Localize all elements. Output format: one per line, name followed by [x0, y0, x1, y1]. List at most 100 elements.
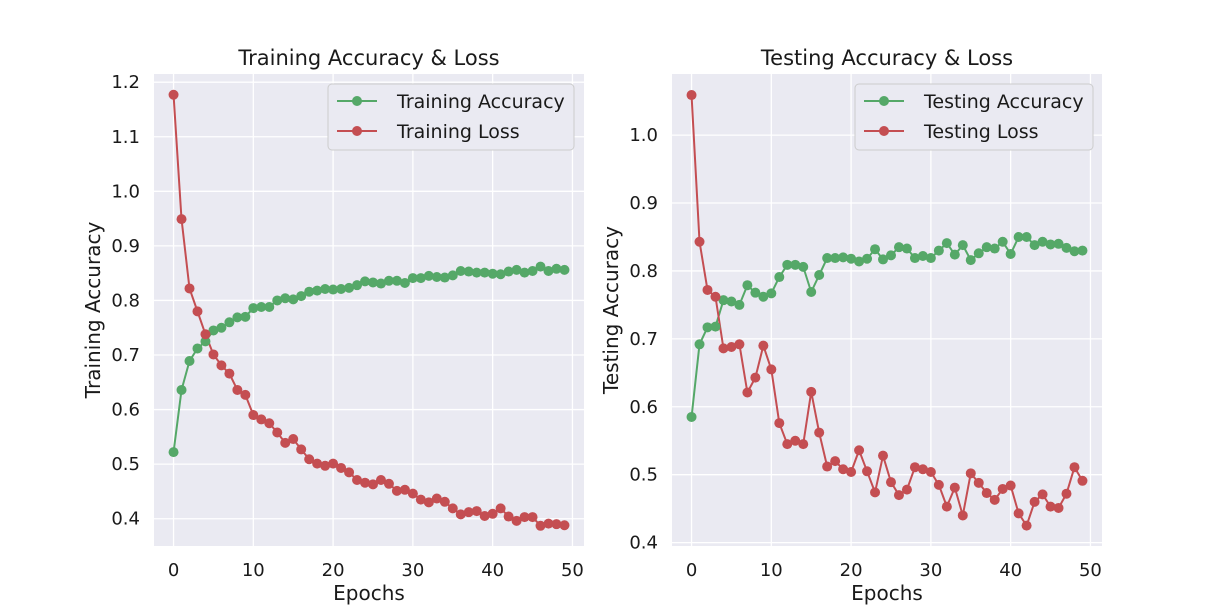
- data-point-testing-accuracy: [726, 296, 737, 307]
- data-point-testing-accuracy: [742, 280, 753, 291]
- x-tick-label: 10: [760, 560, 783, 581]
- y-tick-label: 0.9: [111, 236, 140, 257]
- data-point-training-accuracy: [487, 268, 498, 279]
- data-point-training-accuracy: [535, 261, 546, 272]
- data-point-testing-accuracy: [1061, 242, 1072, 253]
- data-point-testing-loss: [909, 462, 920, 473]
- legend-testing: Testing Accuracy Testing Loss: [854, 83, 1094, 151]
- subplot-training: 0 10 20 30 40 50 0.40.50.60.70.80.91.01.11.2 …: [81, 46, 584, 605]
- y-tick-label: 0.8: [111, 290, 140, 311]
- legend-marker-testing-loss: [879, 126, 889, 136]
- y-tick-label: 0.6: [111, 400, 140, 421]
- y-tick-label: 1.2: [111, 72, 140, 93]
- data-point-testing-accuracy: [854, 256, 865, 267]
- data-point-training-accuracy: [431, 271, 442, 282]
- legend-marker-testing-accuracy: [879, 96, 889, 106]
- series-points-testing: [686, 90, 1088, 531]
- data-point-training-accuracy: [439, 272, 450, 283]
- data-point-training-accuracy: [495, 269, 506, 280]
- data-point-testing-accuracy: [718, 295, 729, 306]
- data-point-testing-accuracy: [814, 270, 825, 281]
- x-tick-label: 50: [1079, 560, 1102, 581]
- data-point-training-accuracy: [511, 264, 522, 275]
- data-point-training-loss: [320, 460, 331, 471]
- legend-label-training-accuracy: Training Accuracy: [396, 91, 565, 113]
- data-point-training-loss: [168, 89, 179, 100]
- data-point-testing-loss: [997, 483, 1008, 494]
- y-tick-label: 0.6: [629, 397, 658, 418]
- data-point-testing-accuracy: [1077, 245, 1088, 256]
- data-point-training-accuracy: [527, 265, 538, 276]
- data-point-training-loss: [296, 444, 307, 455]
- y-tick-label: 1.0: [111, 181, 140, 202]
- data-point-training-loss: [328, 458, 339, 469]
- x-tick-label: 40: [481, 560, 504, 581]
- data-point-testing-loss: [854, 445, 865, 456]
- data-point-testing-accuracy: [973, 248, 984, 259]
- data-point-testing-accuracy: [870, 244, 881, 255]
- data-point-testing-loss: [981, 488, 992, 499]
- data-point-training-loss: [495, 503, 506, 514]
- data-point-testing-loss: [1053, 502, 1064, 513]
- data-point-training-accuracy: [192, 343, 203, 354]
- legend-marker-training-loss: [352, 126, 362, 136]
- legend-label-testing-accuracy: Testing Accuracy: [923, 91, 1084, 113]
- data-point-training-accuracy: [296, 291, 307, 302]
- legend-label-testing-loss: Testing Loss: [923, 121, 1039, 143]
- data-point-training-loss: [200, 329, 211, 340]
- data-point-training-loss: [367, 479, 378, 490]
- data-point-testing-loss: [957, 510, 968, 521]
- data-point-training-accuracy: [415, 273, 426, 284]
- data-point-training-accuracy: [312, 285, 323, 296]
- data-point-testing-accuracy: [766, 288, 777, 299]
- data-point-training-accuracy: [463, 266, 474, 277]
- data-point-testing-accuracy: [830, 253, 841, 264]
- data-point-training-loss: [535, 520, 546, 531]
- data-point-training-accuracy: [272, 295, 283, 306]
- data-point-training-loss: [463, 507, 474, 518]
- data-point-testing-accuracy: [702, 322, 713, 333]
- data-point-testing-loss: [870, 487, 881, 498]
- data-point-training-accuracy: [184, 356, 195, 367]
- data-point-testing-loss: [1061, 488, 1072, 499]
- data-point-testing-accuracy: [965, 255, 976, 266]
- data-point-training-accuracy: [471, 267, 482, 278]
- data-point-training-loss: [360, 477, 371, 488]
- y-ticks-testing: 0.4 0.5 0.6 0.7 0.8 0.9 1.0: [629, 125, 658, 553]
- x-tick-label: 0: [168, 560, 179, 581]
- data-point-training-accuracy: [543, 265, 554, 276]
- data-point-testing-loss: [1069, 462, 1080, 473]
- data-point-testing-loss: [814, 427, 825, 438]
- y-ticks-training: 0.4 0.5 0.6 0.7 0.8 0.9 1.0 1.1 1.2: [111, 72, 140, 530]
- data-point-training-loss: [391, 485, 402, 496]
- data-point-training-loss: [431, 493, 442, 504]
- data-point-training-loss: [455, 509, 466, 520]
- data-point-training-loss: [511, 515, 522, 526]
- data-point-testing-accuracy: [925, 253, 936, 264]
- data-point-training-loss: [240, 389, 251, 400]
- data-point-training-loss: [176, 214, 187, 225]
- data-point-training-loss: [383, 478, 394, 489]
- y-tick-label: 0.7: [111, 345, 140, 366]
- data-point-testing-accuracy: [1069, 246, 1080, 257]
- data-point-training-accuracy: [208, 325, 219, 336]
- data-point-testing-loss: [774, 418, 785, 429]
- data-point-testing-loss: [917, 464, 928, 475]
- data-point-testing-accuracy: [997, 236, 1008, 247]
- data-point-testing-loss: [734, 339, 745, 350]
- data-point-testing-accuracy: [893, 242, 904, 253]
- x-ticks-testing: 0 10 20 30 40 50: [686, 560, 1102, 581]
- data-point-training-accuracy: [280, 293, 291, 304]
- data-point-testing-accuracy: [933, 245, 944, 256]
- data-point-testing-accuracy: [989, 243, 1000, 254]
- data-point-training-accuracy: [176, 384, 187, 395]
- data-point-training-accuracy: [447, 270, 458, 281]
- data-point-testing-accuracy: [758, 291, 769, 302]
- data-point-training-accuracy: [344, 282, 355, 293]
- y-tick-label: 0.5: [111, 454, 140, 475]
- data-point-testing-accuracy: [806, 287, 817, 298]
- x-tick-label: 0: [686, 560, 697, 581]
- data-point-testing-loss: [742, 387, 753, 398]
- data-point-testing-accuracy: [798, 261, 809, 272]
- data-point-testing-accuracy: [774, 272, 785, 283]
